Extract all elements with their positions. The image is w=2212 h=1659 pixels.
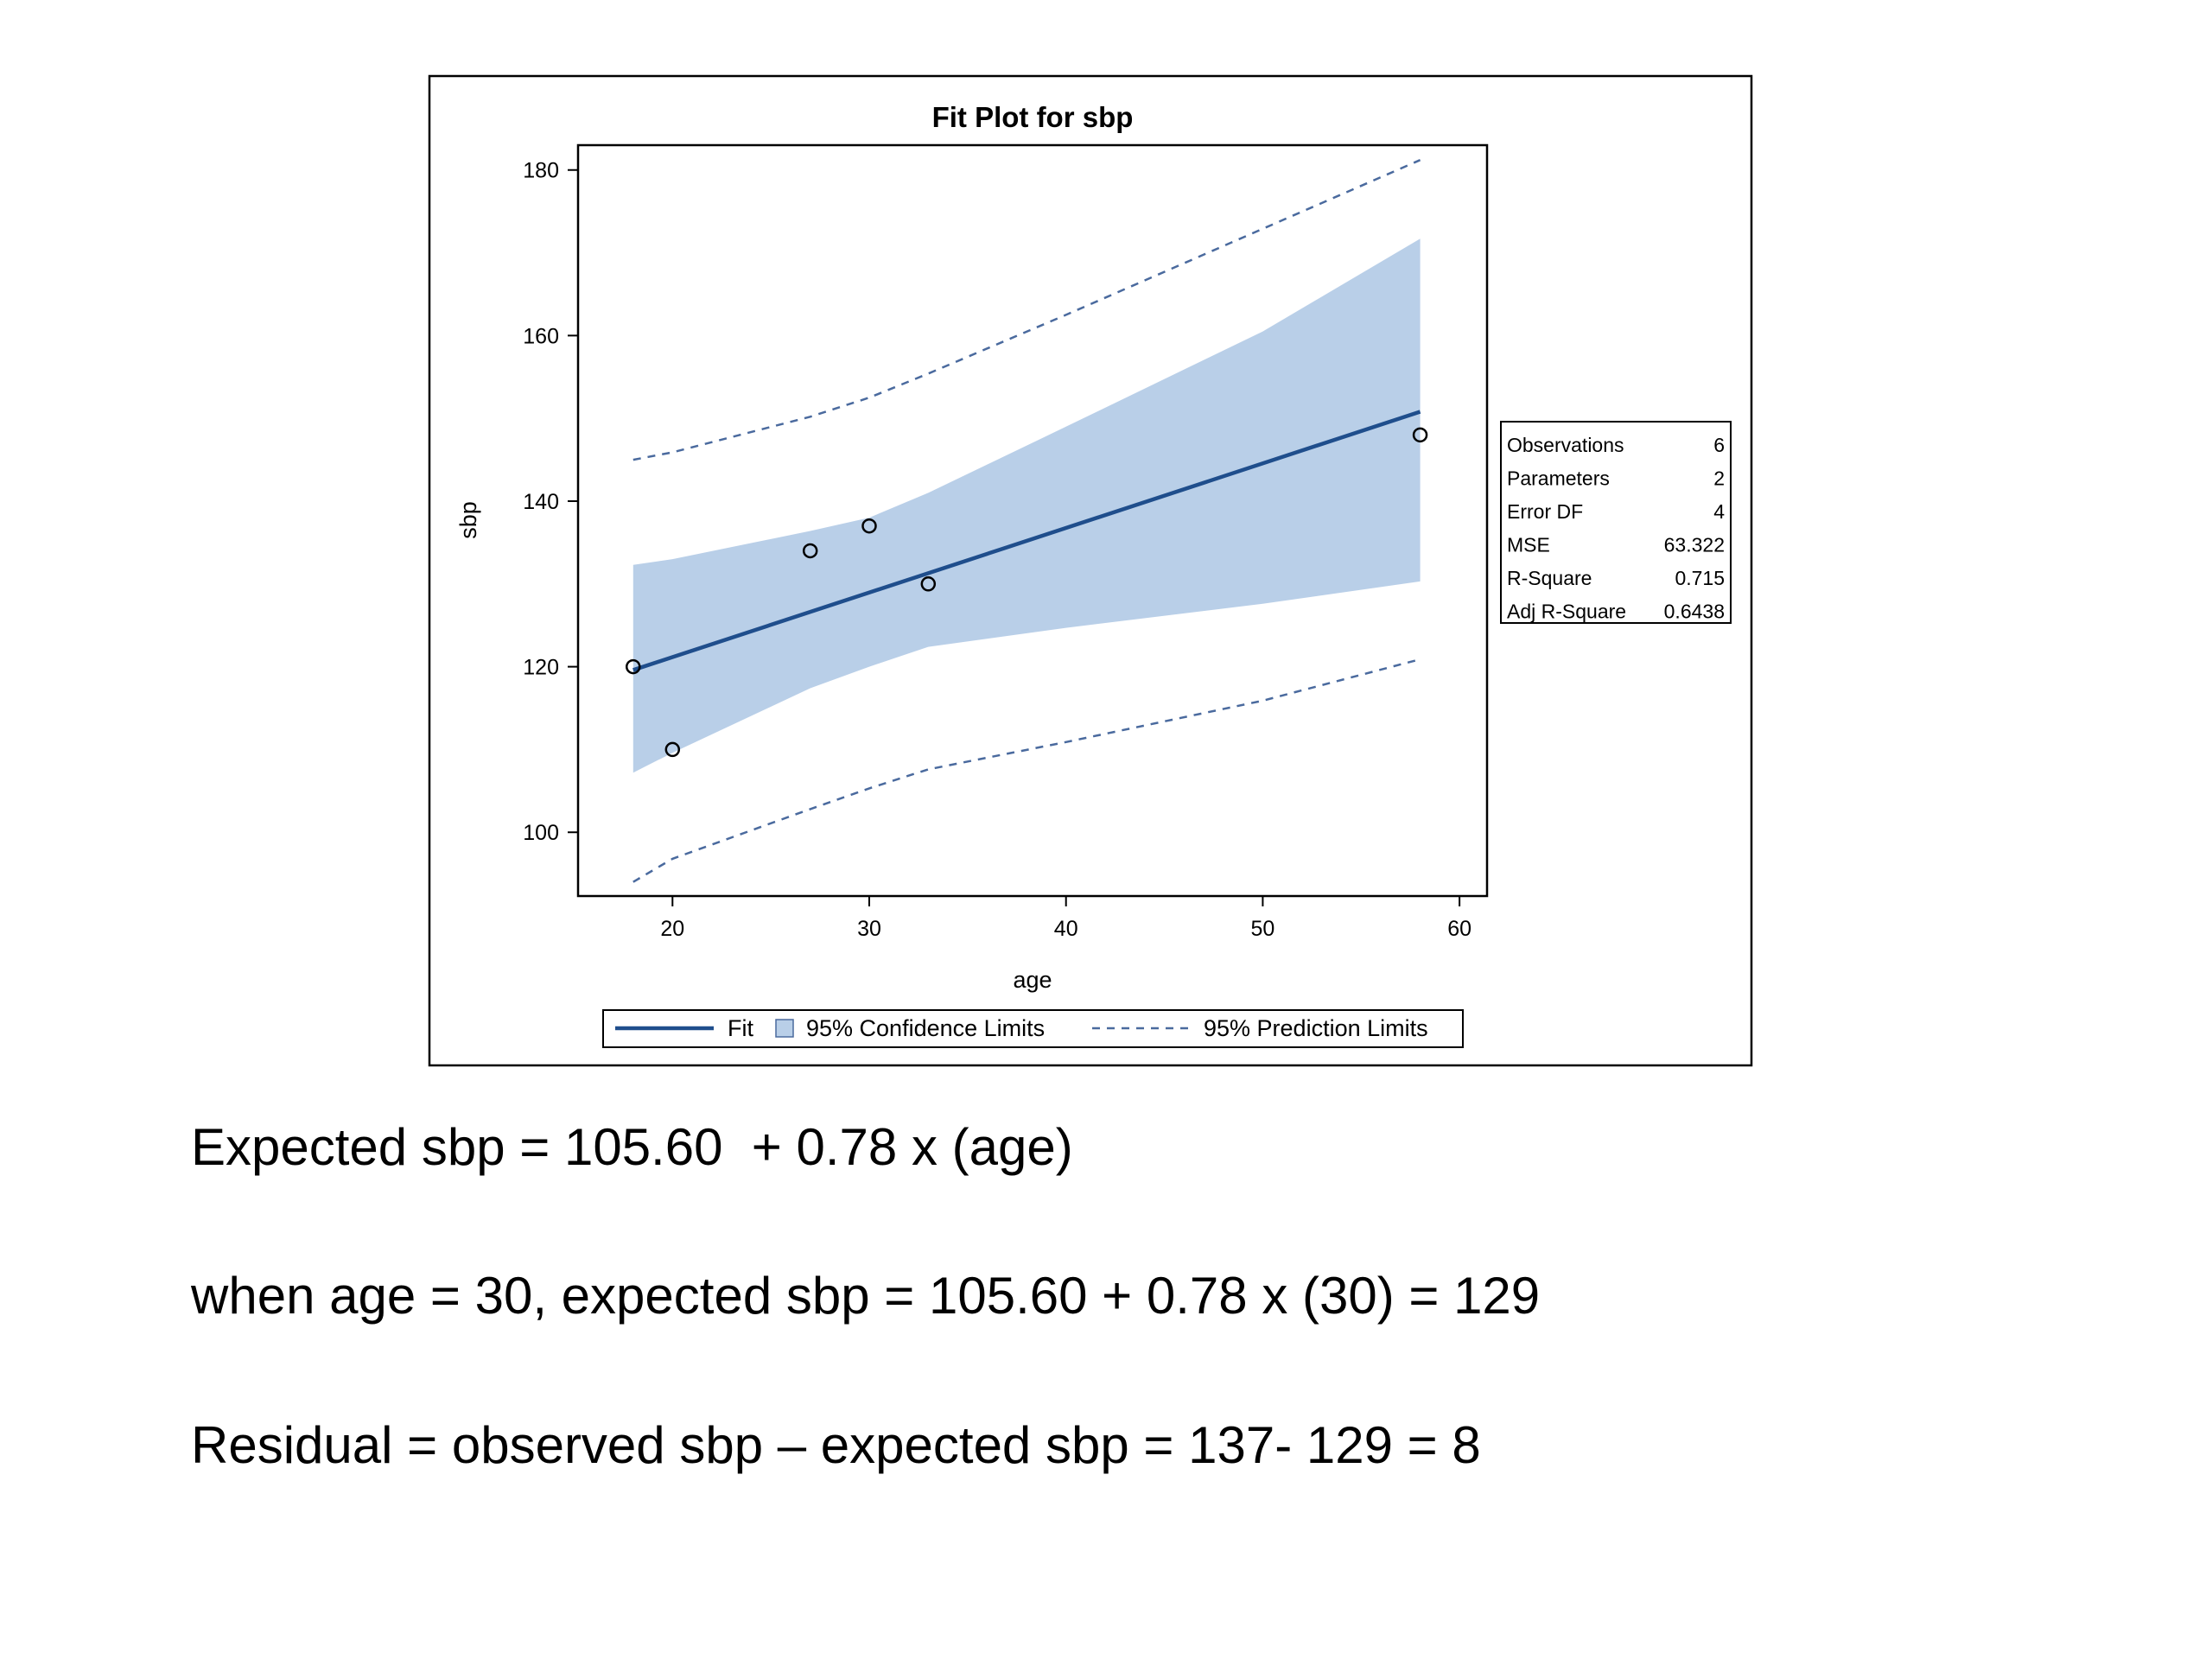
chart-title: Fit Plot for sbp: [932, 101, 1134, 133]
legend-confidence-label: 95% Confidence Limits: [806, 1015, 1045, 1041]
example-calculation: when age = 30, expected sbp = 105.60 + 0…: [191, 1267, 1541, 1325]
y-tick-label: 160: [523, 324, 559, 348]
stat-label: Observations: [1507, 434, 1624, 456]
stat-label: R-Square: [1507, 567, 1592, 589]
residual-calculation: Residual = observed sbp – expected sbp =…: [191, 1416, 1481, 1474]
legend-fit-label: Fit: [728, 1015, 753, 1041]
data-point: [920, 576, 937, 592]
stat-value: 2: [1713, 467, 1725, 490]
y-tick-label: 180: [523, 159, 559, 183]
x-tick-label: 30: [857, 917, 881, 941]
x-tick-label: 50: [1251, 917, 1275, 941]
regression-equation: Expected sbp = 105.60 + 0.78 x (age): [191, 1118, 1073, 1176]
data-point: [626, 658, 641, 675]
x-tick-label: 40: [1054, 917, 1078, 941]
stat-value: 63.322: [1664, 534, 1725, 556]
x-tick-label: 20: [660, 917, 684, 941]
data-point: [664, 741, 681, 758]
y-tick-label: 100: [523, 821, 559, 845]
stat-label: Error DF: [1507, 500, 1583, 523]
confidence-band: [632, 238, 1421, 773]
stat-value: 6: [1713, 434, 1725, 456]
fit-statistics-table: Observations 6 Parameters 2 Error DF 4 MSE 63.3…: [1500, 421, 1732, 624]
y-axis-label: sbp: [455, 501, 481, 539]
data-point: [861, 518, 877, 534]
stat-label: MSE: [1507, 534, 1550, 556]
legend-prediction-label: 95% Prediction Limits: [1204, 1015, 1428, 1041]
stat-value: 4: [1713, 500, 1725, 523]
y-tick-label: 140: [523, 490, 559, 514]
x-tick-label: 60: [1447, 917, 1471, 941]
prediction-limit-lower: [632, 658, 1421, 883]
fit-line: [632, 410, 1421, 672]
plot-area-frame: [576, 143, 1489, 898]
legend: Fit 95% Confidence Limits 95% Prediction…: [602, 1009, 1464, 1048]
stat-label: Adj R-Square: [1507, 601, 1626, 623]
prediction-limit-upper: [632, 159, 1421, 461]
data-point: [1412, 427, 1428, 443]
stat-label: Parameters: [1507, 467, 1610, 490]
stat-value: 0.6438: [1664, 601, 1725, 623]
x-axis-label: age: [1013, 967, 1052, 993]
legend-confidence-swatch: [775, 1019, 794, 1038]
stat-value: 0.715: [1675, 567, 1725, 589]
data-point: [802, 543, 818, 559]
y-tick-label: 120: [523, 656, 559, 680]
